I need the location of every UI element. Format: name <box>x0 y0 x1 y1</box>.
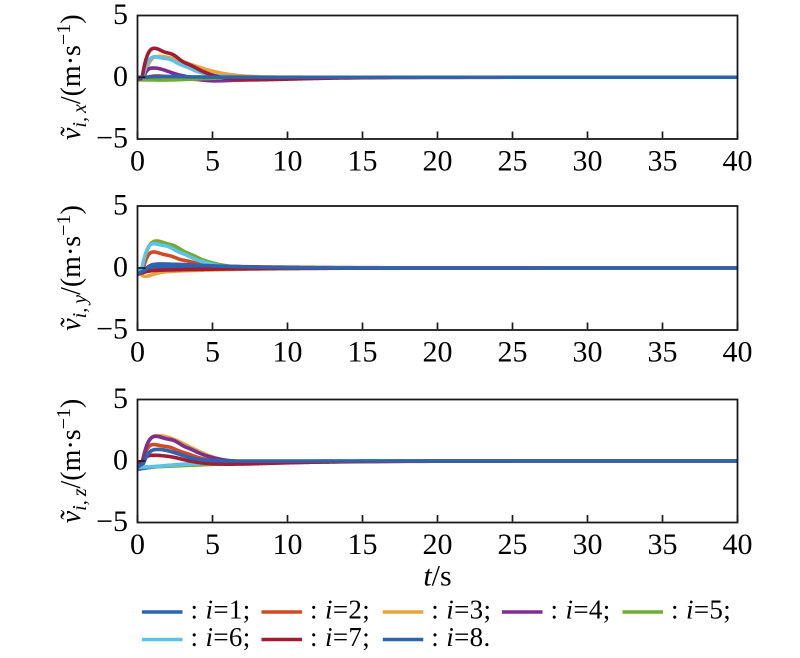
svg-text:: i=7;: : i=7; <box>310 622 370 652</box>
svg-text:20: 20 <box>423 145 453 178</box>
svg-text:ṽi, y/(m·s−1): ṽi, y/(m·s−1) <box>53 205 91 331</box>
svg-text:5: 5 <box>205 145 220 178</box>
svg-text:: i=2;: : i=2; <box>310 595 370 625</box>
svg-text:−5: −5 <box>96 313 128 346</box>
svg-text:: i=8.: : i=8. <box>431 622 490 652</box>
svg-text:15: 15 <box>348 528 378 561</box>
svg-text:15: 15 <box>348 336 378 369</box>
svg-text:10: 10 <box>273 528 303 561</box>
svg-text:30: 30 <box>573 145 603 178</box>
svg-text:0: 0 <box>130 145 145 178</box>
svg-text:35: 35 <box>648 145 678 178</box>
svg-text:t/s: t/s <box>423 560 451 593</box>
svg-text:40: 40 <box>723 336 753 369</box>
svg-text:−5: −5 <box>96 505 128 538</box>
svg-text:15: 15 <box>348 145 378 178</box>
svg-text:5: 5 <box>113 382 128 415</box>
svg-text:: i=1;: : i=1; <box>191 595 251 625</box>
svg-text:: i=4;: : i=4; <box>551 595 611 625</box>
svg-text:0: 0 <box>130 528 145 561</box>
svg-text:0: 0 <box>130 336 145 369</box>
svg-text:20: 20 <box>423 528 453 561</box>
svg-text:40: 40 <box>723 145 753 178</box>
svg-text:10: 10 <box>273 336 303 369</box>
svg-text:25: 25 <box>498 336 528 369</box>
svg-text:30: 30 <box>573 336 603 369</box>
svg-text:ṽi, x/(m·s−1): ṽi, x/(m·s−1) <box>53 14 91 140</box>
svg-text:5: 5 <box>205 528 220 561</box>
svg-text:5: 5 <box>205 336 220 369</box>
svg-text:5: 5 <box>113 189 128 222</box>
svg-text:35: 35 <box>648 528 678 561</box>
svg-text:: i=3;: : i=3; <box>431 595 491 625</box>
svg-text:25: 25 <box>498 145 528 178</box>
svg-text:20: 20 <box>423 336 453 369</box>
svg-text:ṽi, z/(m·s−1): ṽi, z/(m·s−1) <box>53 399 91 524</box>
svg-text:25: 25 <box>498 528 528 561</box>
svg-text:40: 40 <box>723 528 753 561</box>
svg-text:10: 10 <box>273 145 303 178</box>
svg-text:: i=5;: : i=5; <box>671 595 731 625</box>
svg-text:−5: −5 <box>96 122 128 155</box>
svg-text:5: 5 <box>113 0 128 31</box>
svg-text:0: 0 <box>113 60 128 93</box>
svg-text:30: 30 <box>573 528 603 561</box>
svg-text:35: 35 <box>648 336 678 369</box>
svg-text:0: 0 <box>113 444 128 477</box>
svg-text:0: 0 <box>113 251 128 284</box>
svg-text:: i=6;: : i=6; <box>191 622 251 652</box>
